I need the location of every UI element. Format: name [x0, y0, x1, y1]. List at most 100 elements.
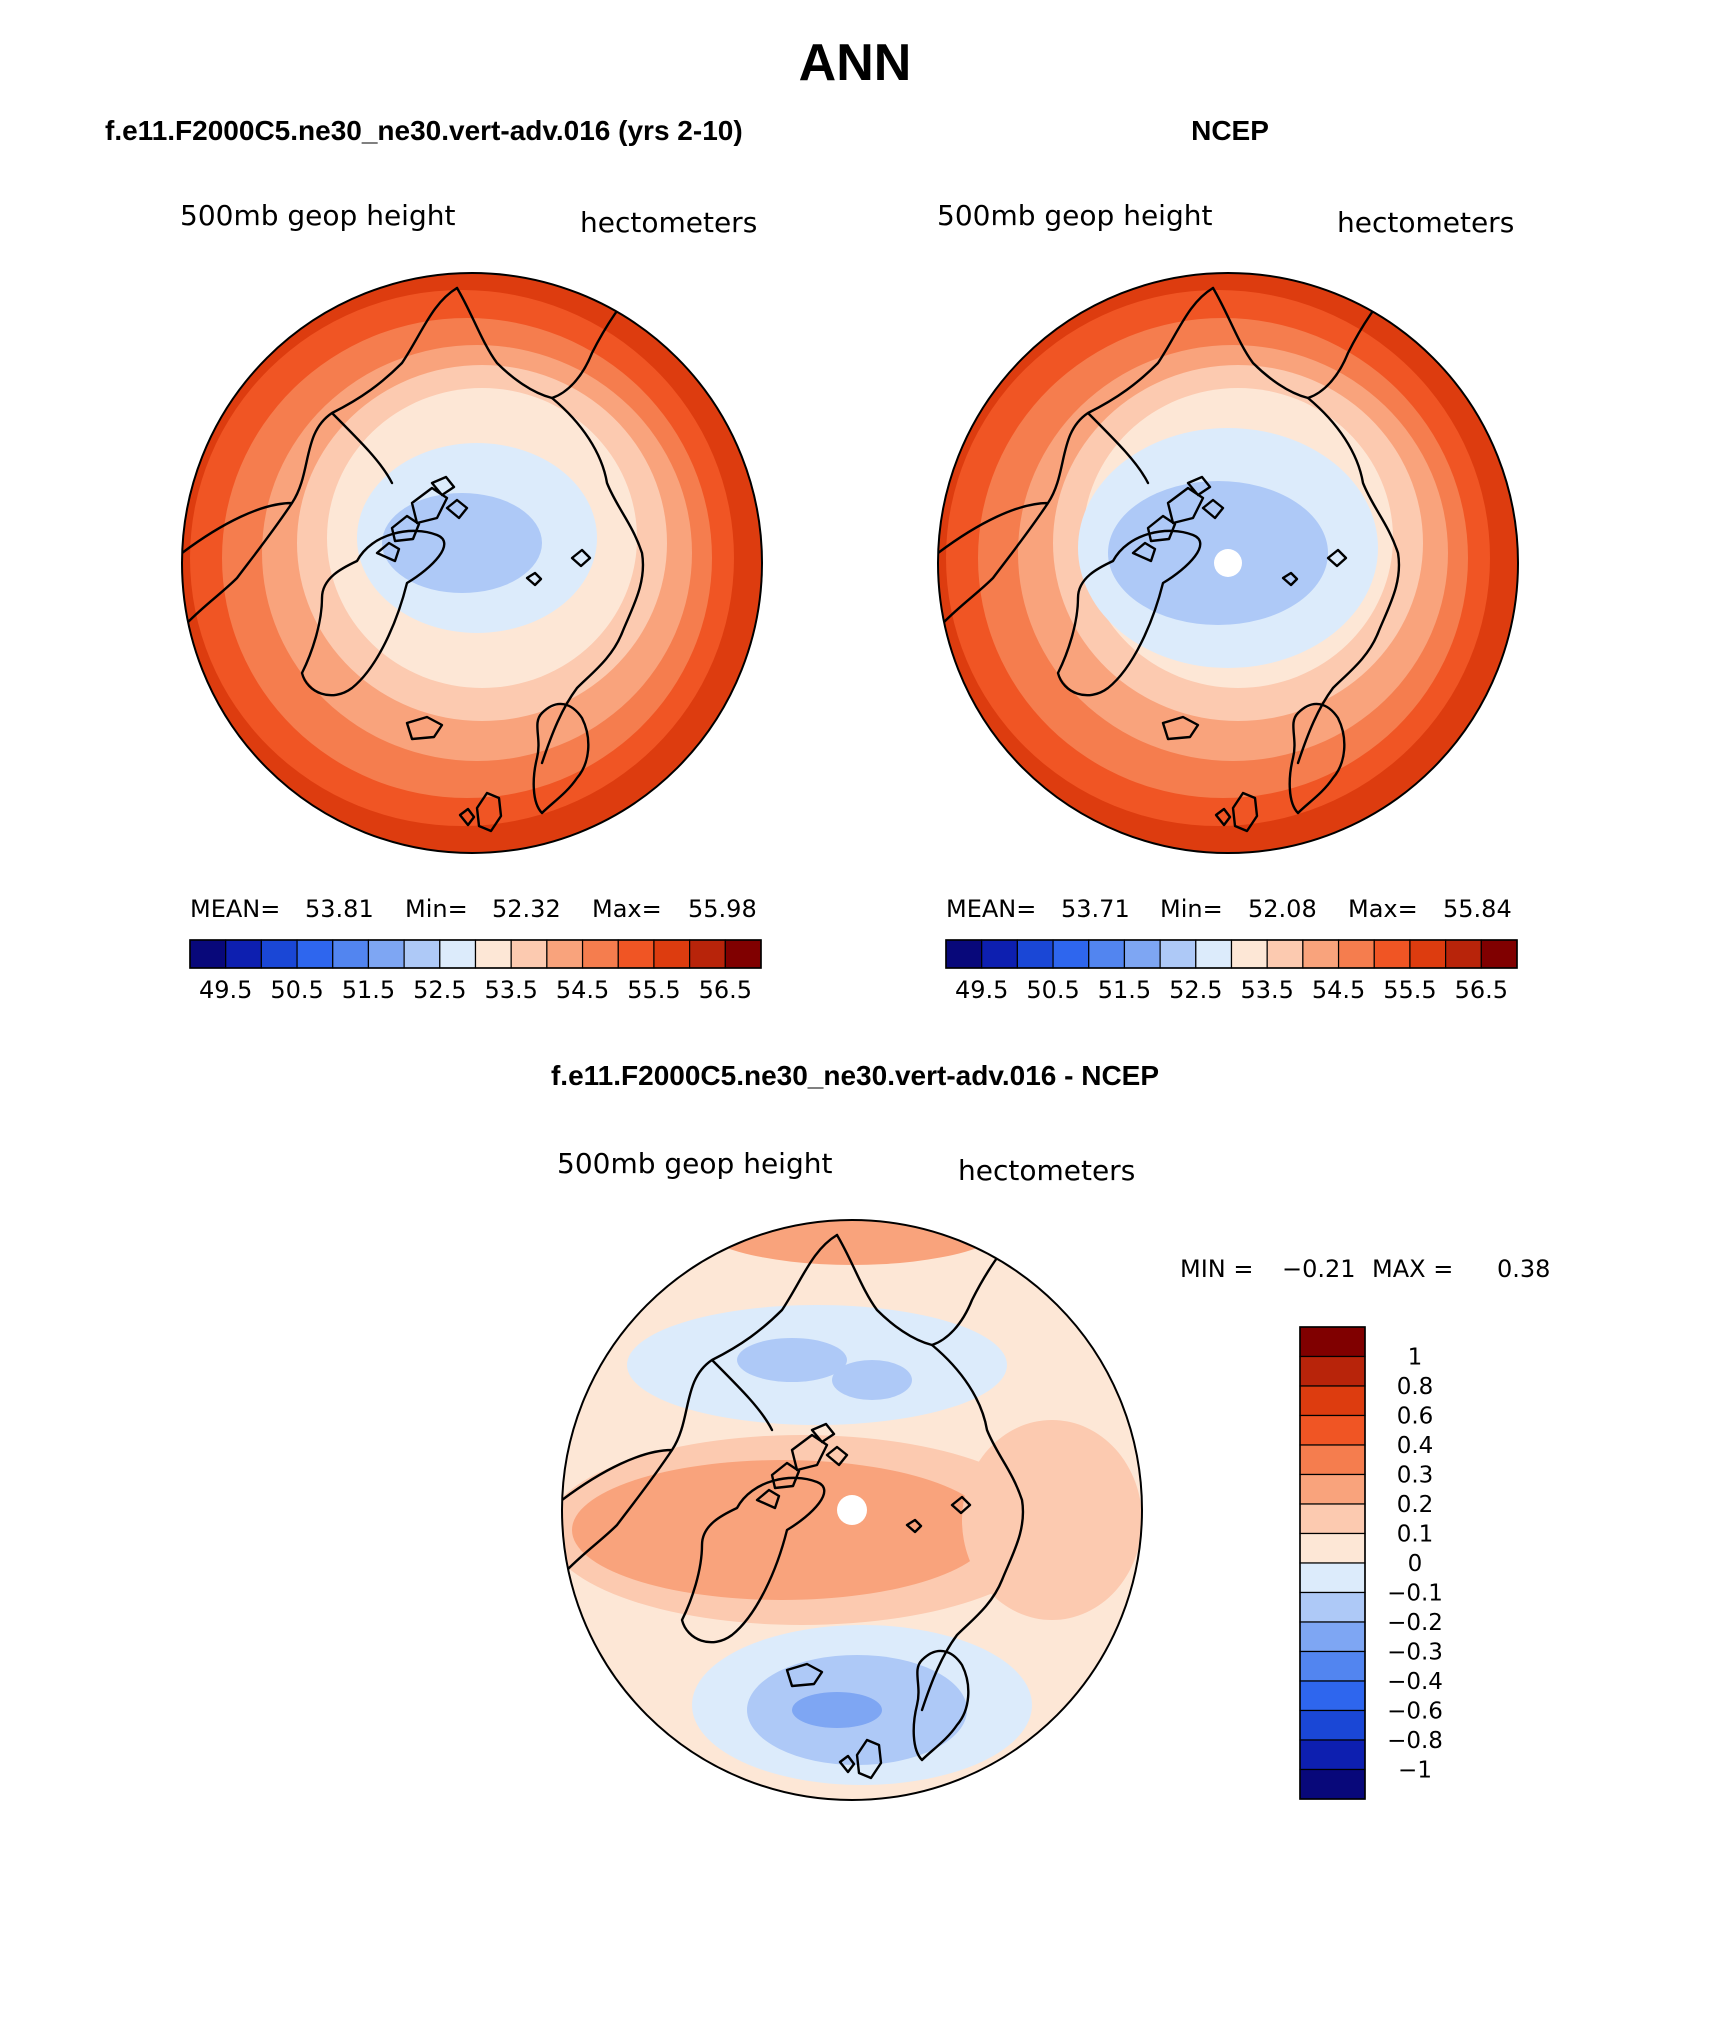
colorbar-swatch — [1299, 1562, 1366, 1594]
mean-value-ncep: 53.71 — [1061, 895, 1130, 923]
colorbar-tick-label: 50.5 — [270, 976, 323, 1004]
min-label-diff: MIN = — [1180, 1255, 1253, 1283]
colorbar-tick-label: 0.3 — [1397, 1463, 1434, 1489]
colorbar-labels-model: 49.5 50.5 51.5 52.5 53.5 54.5 55.5 56.5 — [199, 976, 752, 1004]
max-value-diff: 0.38 — [1497, 1255, 1550, 1283]
panel-ncep: NCEP 500mb geop height hectometers MEAN=… — [937, 115, 1519, 1004]
colorbar-tick-label: 0 — [1408, 1551, 1423, 1577]
colorbar-tick-label: 49.5 — [199, 976, 252, 1004]
field-label-ncep: 500mb geop height — [937, 199, 1212, 232]
units-label-model: hectometers — [580, 206, 757, 239]
colorbar-swatch — [510, 939, 548, 969]
colorbar-swatch — [1445, 939, 1482, 969]
colorbar-swatch — [439, 939, 477, 969]
colorbar-swatch — [1299, 1414, 1366, 1446]
colorbar-swatch — [1088, 939, 1126, 969]
colorbar-swatch — [1016, 939, 1054, 969]
max-value-model: 55.98 — [688, 895, 757, 923]
max-value-ncep: 55.84 — [1443, 895, 1512, 923]
colorbar-tick-label: 55.5 — [627, 976, 680, 1004]
colorbar-tick-label: −0.8 — [1387, 1728, 1443, 1754]
colorbar-swatch — [1299, 1709, 1366, 1741]
colorbar-swatch — [332, 939, 370, 969]
colorbar-tick-label: 51.5 — [1098, 976, 1151, 1004]
colorbar-swatch — [1299, 1355, 1366, 1387]
colorbar-tick-label: 49.5 — [955, 976, 1008, 1004]
colorbar-tick-label: −0.6 — [1387, 1699, 1443, 1725]
min-label-model: Min= — [405, 895, 468, 923]
colorbar-tick-label: −0.2 — [1387, 1610, 1443, 1636]
colorbar-tick-label: 52.5 — [413, 976, 466, 1004]
polar-map-diff — [561, 1219, 1143, 1801]
colorbar-swatch — [367, 939, 405, 969]
colorbar-swatch — [1337, 939, 1375, 969]
main-title: ANN — [799, 34, 912, 92]
colorbar-tick-label: 53.5 — [1240, 976, 1293, 1004]
field-label-model: 500mb geop height — [180, 199, 455, 232]
colorbar-swatch — [1409, 939, 1447, 969]
colorbar-swatch — [189, 939, 227, 969]
polar-map-model — [181, 272, 763, 854]
colorbar-swatch — [1299, 1739, 1366, 1771]
colorbar-tick-label: 0.1 — [1397, 1522, 1434, 1548]
max-label-diff: MAX = — [1372, 1255, 1453, 1283]
colorbar-swatch — [1299, 1621, 1366, 1653]
colorbar-swatch — [546, 939, 584, 969]
colorbar-swatch — [1299, 1768, 1366, 1800]
colorbar-tick-label: 0.4 — [1397, 1433, 1434, 1459]
colorbar-swatch — [1299, 1680, 1366, 1712]
colorbar-swatch — [1299, 1532, 1366, 1564]
colorbar-swatch — [1230, 939, 1268, 969]
colorbar-swatch — [225, 939, 262, 969]
min-label-ncep: Min= — [1160, 895, 1223, 923]
colorbar-tick-label: −0.4 — [1387, 1669, 1443, 1695]
colorbar-tick-label: 1 — [1408, 1345, 1423, 1371]
colorbar-swatch — [296, 939, 334, 969]
polar-map-ncep — [937, 272, 1519, 854]
colorbar-tick-label: 51.5 — [342, 976, 395, 1004]
field-label-diff: 500mb geop height — [557, 1147, 832, 1180]
min-value-ncep: 52.08 — [1248, 895, 1317, 923]
colorbar-swatch — [1195, 939, 1233, 969]
colorbar-swatch — [1299, 1591, 1366, 1623]
colorbar-swatch — [1123, 939, 1161, 969]
colorbar-labels-ncep: 49.5 50.5 51.5 52.5 53.5 54.5 55.5 56.5 — [955, 976, 1508, 1004]
colorbar-swatch — [1373, 939, 1411, 969]
colorbar-swatch — [1299, 1444, 1366, 1476]
mean-value-model: 53.81 — [305, 895, 374, 923]
colorbar-swatch — [945, 939, 983, 969]
panel-diff: f.e11.F2000C5.ne30_ne30.vert-adv.016 - N… — [551, 1060, 1550, 1801]
colorbar-model — [189, 939, 762, 969]
panel-title-model: f.e11.F2000C5.ne30_ne30.vert-adv.016 (yr… — [105, 115, 743, 146]
colorbar-tick-label: −1 — [1398, 1758, 1432, 1784]
colorbar-swatch — [617, 939, 655, 969]
min-value-model: 52.32 — [492, 895, 561, 923]
colorbar-tick-label: 54.5 — [1312, 976, 1365, 1004]
colorbar-tick-label: 0.8 — [1397, 1374, 1434, 1400]
colorbar-swatch — [1299, 1473, 1366, 1505]
colorbar-swatch — [1159, 939, 1197, 969]
colorbar-swatch — [1266, 939, 1304, 969]
colorbar-tick-label: −0.3 — [1387, 1640, 1443, 1666]
mean-label-ncep: MEAN= — [946, 895, 1036, 923]
max-label-model: Max= — [592, 895, 662, 923]
colorbar-swatch — [724, 939, 762, 969]
colorbar-swatch — [1480, 939, 1518, 969]
colorbar-swatch — [981, 939, 1018, 969]
units-label-diff: hectometers — [958, 1154, 1135, 1187]
colorbar-tick-label: 54.5 — [556, 976, 609, 1004]
colorbar-swatch — [1299, 1326, 1366, 1358]
colorbar-labels-diff: 1 0.8 0.6 0.4 0.3 0.2 0.1 0 −0.1 −0.2 −0.3 −0.4 −0.6… — [1387, 1345, 1443, 1784]
colorbar-swatch — [1299, 1650, 1366, 1682]
min-value-diff: −0.21 — [1282, 1255, 1356, 1283]
panel-model: f.e11.F2000C5.ne30_ne30.vert-adv.016 (yr… — [105, 115, 763, 1004]
colorbar-tick-label: 0.6 — [1397, 1404, 1434, 1430]
colorbar-swatch — [581, 939, 619, 969]
colorbar-tick-label: −0.1 — [1387, 1581, 1443, 1607]
colorbar-tick-label: 56.5 — [699, 976, 752, 1004]
colorbar-diff — [1299, 1326, 1366, 1800]
colorbar-swatch — [653, 939, 691, 969]
colorbar-tick-label: 55.5 — [1383, 976, 1436, 1004]
colorbar-tick-label: 56.5 — [1455, 976, 1508, 1004]
colorbar-swatch — [260, 939, 298, 969]
